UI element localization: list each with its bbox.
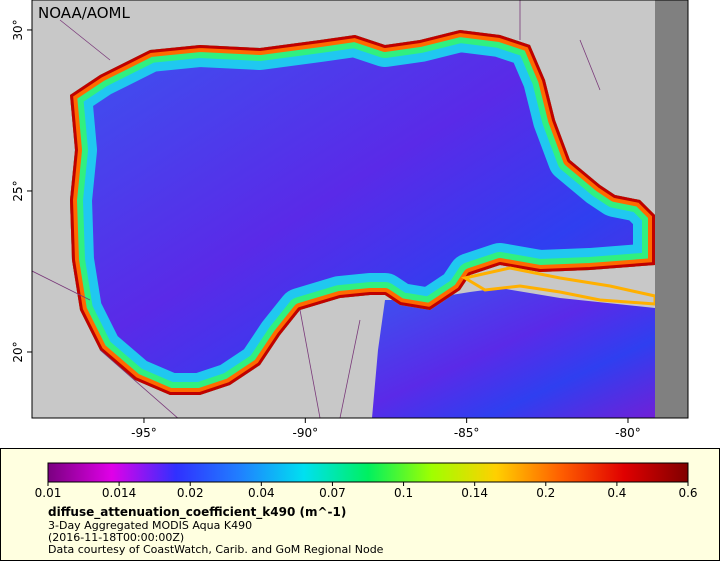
- caribbean-water: [372, 288, 655, 418]
- colorbar-tick-label: 0.01: [35, 486, 62, 500]
- map-frame: [31, 0, 689, 419]
- colorbar-tick-label: 0.2: [536, 486, 555, 500]
- x-tick-label: -80°: [615, 426, 641, 440]
- map-title: NOAA/AOML: [38, 4, 131, 22]
- caption-product: 3-Day Aggregated MODIS Aqua K490: [48, 519, 252, 532]
- caption-time: (2016-11-18T00:00:00Z): [48, 531, 184, 544]
- gulf-water: [70, 30, 655, 395]
- borders: [32, 0, 601, 418]
- y-tick-label: 25°: [11, 180, 25, 201]
- y-tick-label: 30°: [11, 19, 25, 40]
- y-tick-label: 20°: [11, 341, 25, 362]
- colorbar-tick-label: 0.07: [319, 486, 346, 500]
- coast-red: [70, 30, 655, 395]
- caption-variable: diffuse_attenuation_coefficient_k490 (m^…: [48, 505, 346, 520]
- colorbar-tick-label: 0.02: [177, 486, 204, 500]
- x-tick-label: -85°: [454, 426, 480, 440]
- no-data-strip: [655, 0, 688, 418]
- x-tick-label: -90°: [293, 426, 319, 440]
- colorbar-tick-label: 0.014: [102, 486, 136, 500]
- colorbar-tick-label: 0.4: [607, 486, 626, 500]
- caption-credit: Data courtesy of CoastWatch, Carib. and …: [48, 543, 384, 556]
- map-area: [32, 0, 688, 418]
- colorbar-tick-label: 0.1: [394, 486, 413, 500]
- coastal-band: [70, 30, 655, 395]
- colorbar-tick-label: 0.04: [248, 486, 275, 500]
- x-tick-label: -95°: [131, 426, 157, 440]
- colorbar-tick-label: 0.6: [678, 486, 697, 500]
- colorbar: [47, 462, 689, 483]
- colorbar-tick-label: 0.14: [461, 486, 488, 500]
